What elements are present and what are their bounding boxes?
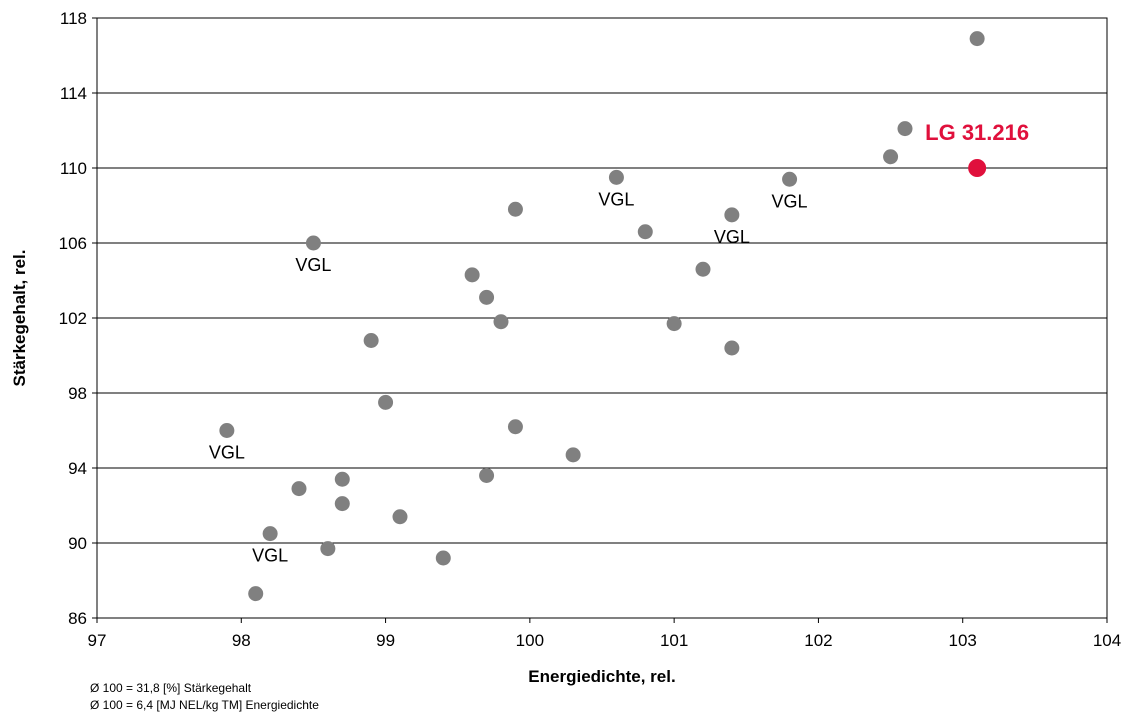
- highlight-label: LG 31.216: [925, 120, 1029, 145]
- x-tick-label: 102: [804, 631, 832, 650]
- data-point: [262, 526, 278, 542]
- x-tick-label: 104: [1093, 631, 1121, 650]
- data-point: [507, 419, 523, 435]
- point-labels: VGL VGL VGL VGL VGL VGL LG 31.216: [209, 120, 1029, 566]
- data-point: [782, 171, 798, 187]
- y-tick-label: 90: [68, 534, 87, 553]
- data-point: [291, 481, 307, 497]
- x-axis-ticks: 97 98 99 100 101 102 103 104: [88, 618, 1121, 650]
- x-tick-label: 97: [88, 631, 107, 650]
- y-tick-label: 110: [60, 159, 87, 178]
- data-point: [378, 394, 394, 410]
- y-tick-label: 86: [68, 609, 87, 628]
- data-point: [883, 149, 899, 165]
- point-label-vgl: VGL: [598, 189, 634, 209]
- x-tick-label: 99: [376, 631, 395, 650]
- data-point: [305, 235, 321, 251]
- highlight-point: [968, 159, 987, 177]
- y-axis-ticks: 86 90 94 98 102 106 110 114 118: [59, 9, 97, 628]
- point-label-vgl: VGL: [714, 227, 750, 247]
- y-tick-label: 94: [68, 459, 87, 478]
- point-label-vgl: VGL: [252, 546, 288, 566]
- y-axis-title: Stärkegehalt, rel.: [10, 249, 29, 386]
- data-point: [637, 224, 653, 240]
- data-point: [219, 423, 235, 438]
- data-point: [507, 201, 523, 217]
- data-point: [897, 121, 913, 137]
- y-tick-label: 114: [60, 84, 87, 103]
- y-tick-label: 102: [59, 309, 87, 328]
- data-point: [479, 289, 495, 305]
- footnote-starch: Ø 100 = 31,8 [%] Stärkegehalt: [90, 681, 252, 695]
- footnote-energy: Ø 100 = 6,4 [MJ NEL/kg TM] Energiedichte: [90, 698, 319, 712]
- data-point: [464, 267, 480, 283]
- data-point: [565, 447, 581, 463]
- data-point: [608, 169, 624, 185]
- gridlines: [97, 92, 1107, 544]
- point-label-vgl: VGL: [772, 191, 808, 211]
- x-tick-label: 103: [949, 631, 977, 650]
- data-point: [969, 31, 985, 47]
- data-point: [334, 471, 350, 487]
- data-point: [724, 207, 740, 223]
- data-points: [219, 31, 987, 602]
- data-point: [666, 316, 682, 332]
- data-point: [334, 496, 350, 512]
- point-label-vgl: VGL: [295, 255, 331, 275]
- y-tick-label: 98: [68, 384, 87, 403]
- y-tick-label: 106: [59, 234, 87, 253]
- x-tick-label: 101: [660, 631, 688, 650]
- data-point: [363, 333, 379, 348]
- data-point: [724, 340, 740, 356]
- data-point: [479, 468, 495, 483]
- data-point: [248, 586, 264, 602]
- data-point: [320, 541, 336, 557]
- y-tick-label: 118: [60, 9, 87, 28]
- data-point: [392, 509, 408, 525]
- point-label-vgl: VGL: [209, 443, 245, 463]
- x-axis-title: Energiedichte, rel.: [528, 667, 675, 686]
- data-point: [435, 550, 451, 566]
- data-point: [695, 261, 711, 277]
- x-tick-label: 98: [232, 631, 251, 650]
- x-tick-label: 100: [516, 631, 544, 650]
- data-point: [493, 314, 509, 330]
